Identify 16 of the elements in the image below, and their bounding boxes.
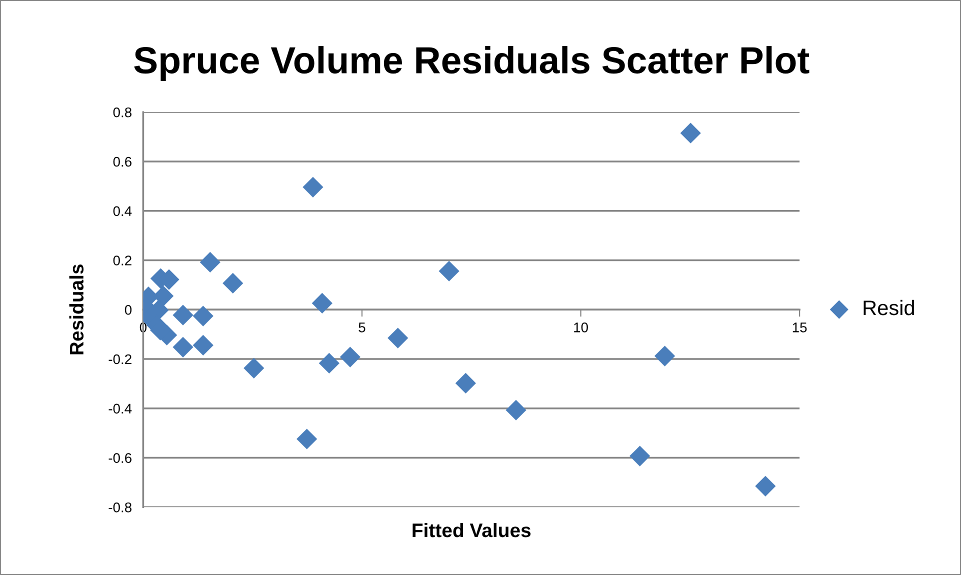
y-tick-label: 0.4 bbox=[113, 206, 132, 216]
y-axis-title: Residuals bbox=[69, 264, 84, 354]
x-tick-label: 10 bbox=[574, 322, 588, 332]
y-tick-label: -0.8 bbox=[108, 502, 132, 512]
y-tick-label: -0.2 bbox=[108, 354, 132, 364]
y-tick-label: 0.8 bbox=[113, 107, 132, 118]
y-tick-label: -0.4 bbox=[108, 404, 132, 414]
y-tick-label: 0.2 bbox=[113, 256, 132, 266]
x-tick-label: 5 bbox=[358, 322, 366, 332]
x-tick-label: 15 bbox=[792, 322, 807, 332]
y-tick-label: 0.6 bbox=[113, 156, 132, 167]
x-axis-title: Fitted Values bbox=[412, 522, 531, 538]
legend-label: Resid bbox=[864, 300, 914, 316]
y-tick-label: -0.6 bbox=[108, 453, 132, 463]
chart-title: Spruce Volume Residuals Scatter Plot bbox=[134, 46, 810, 82]
y-tick-label: 0 bbox=[124, 304, 132, 315]
